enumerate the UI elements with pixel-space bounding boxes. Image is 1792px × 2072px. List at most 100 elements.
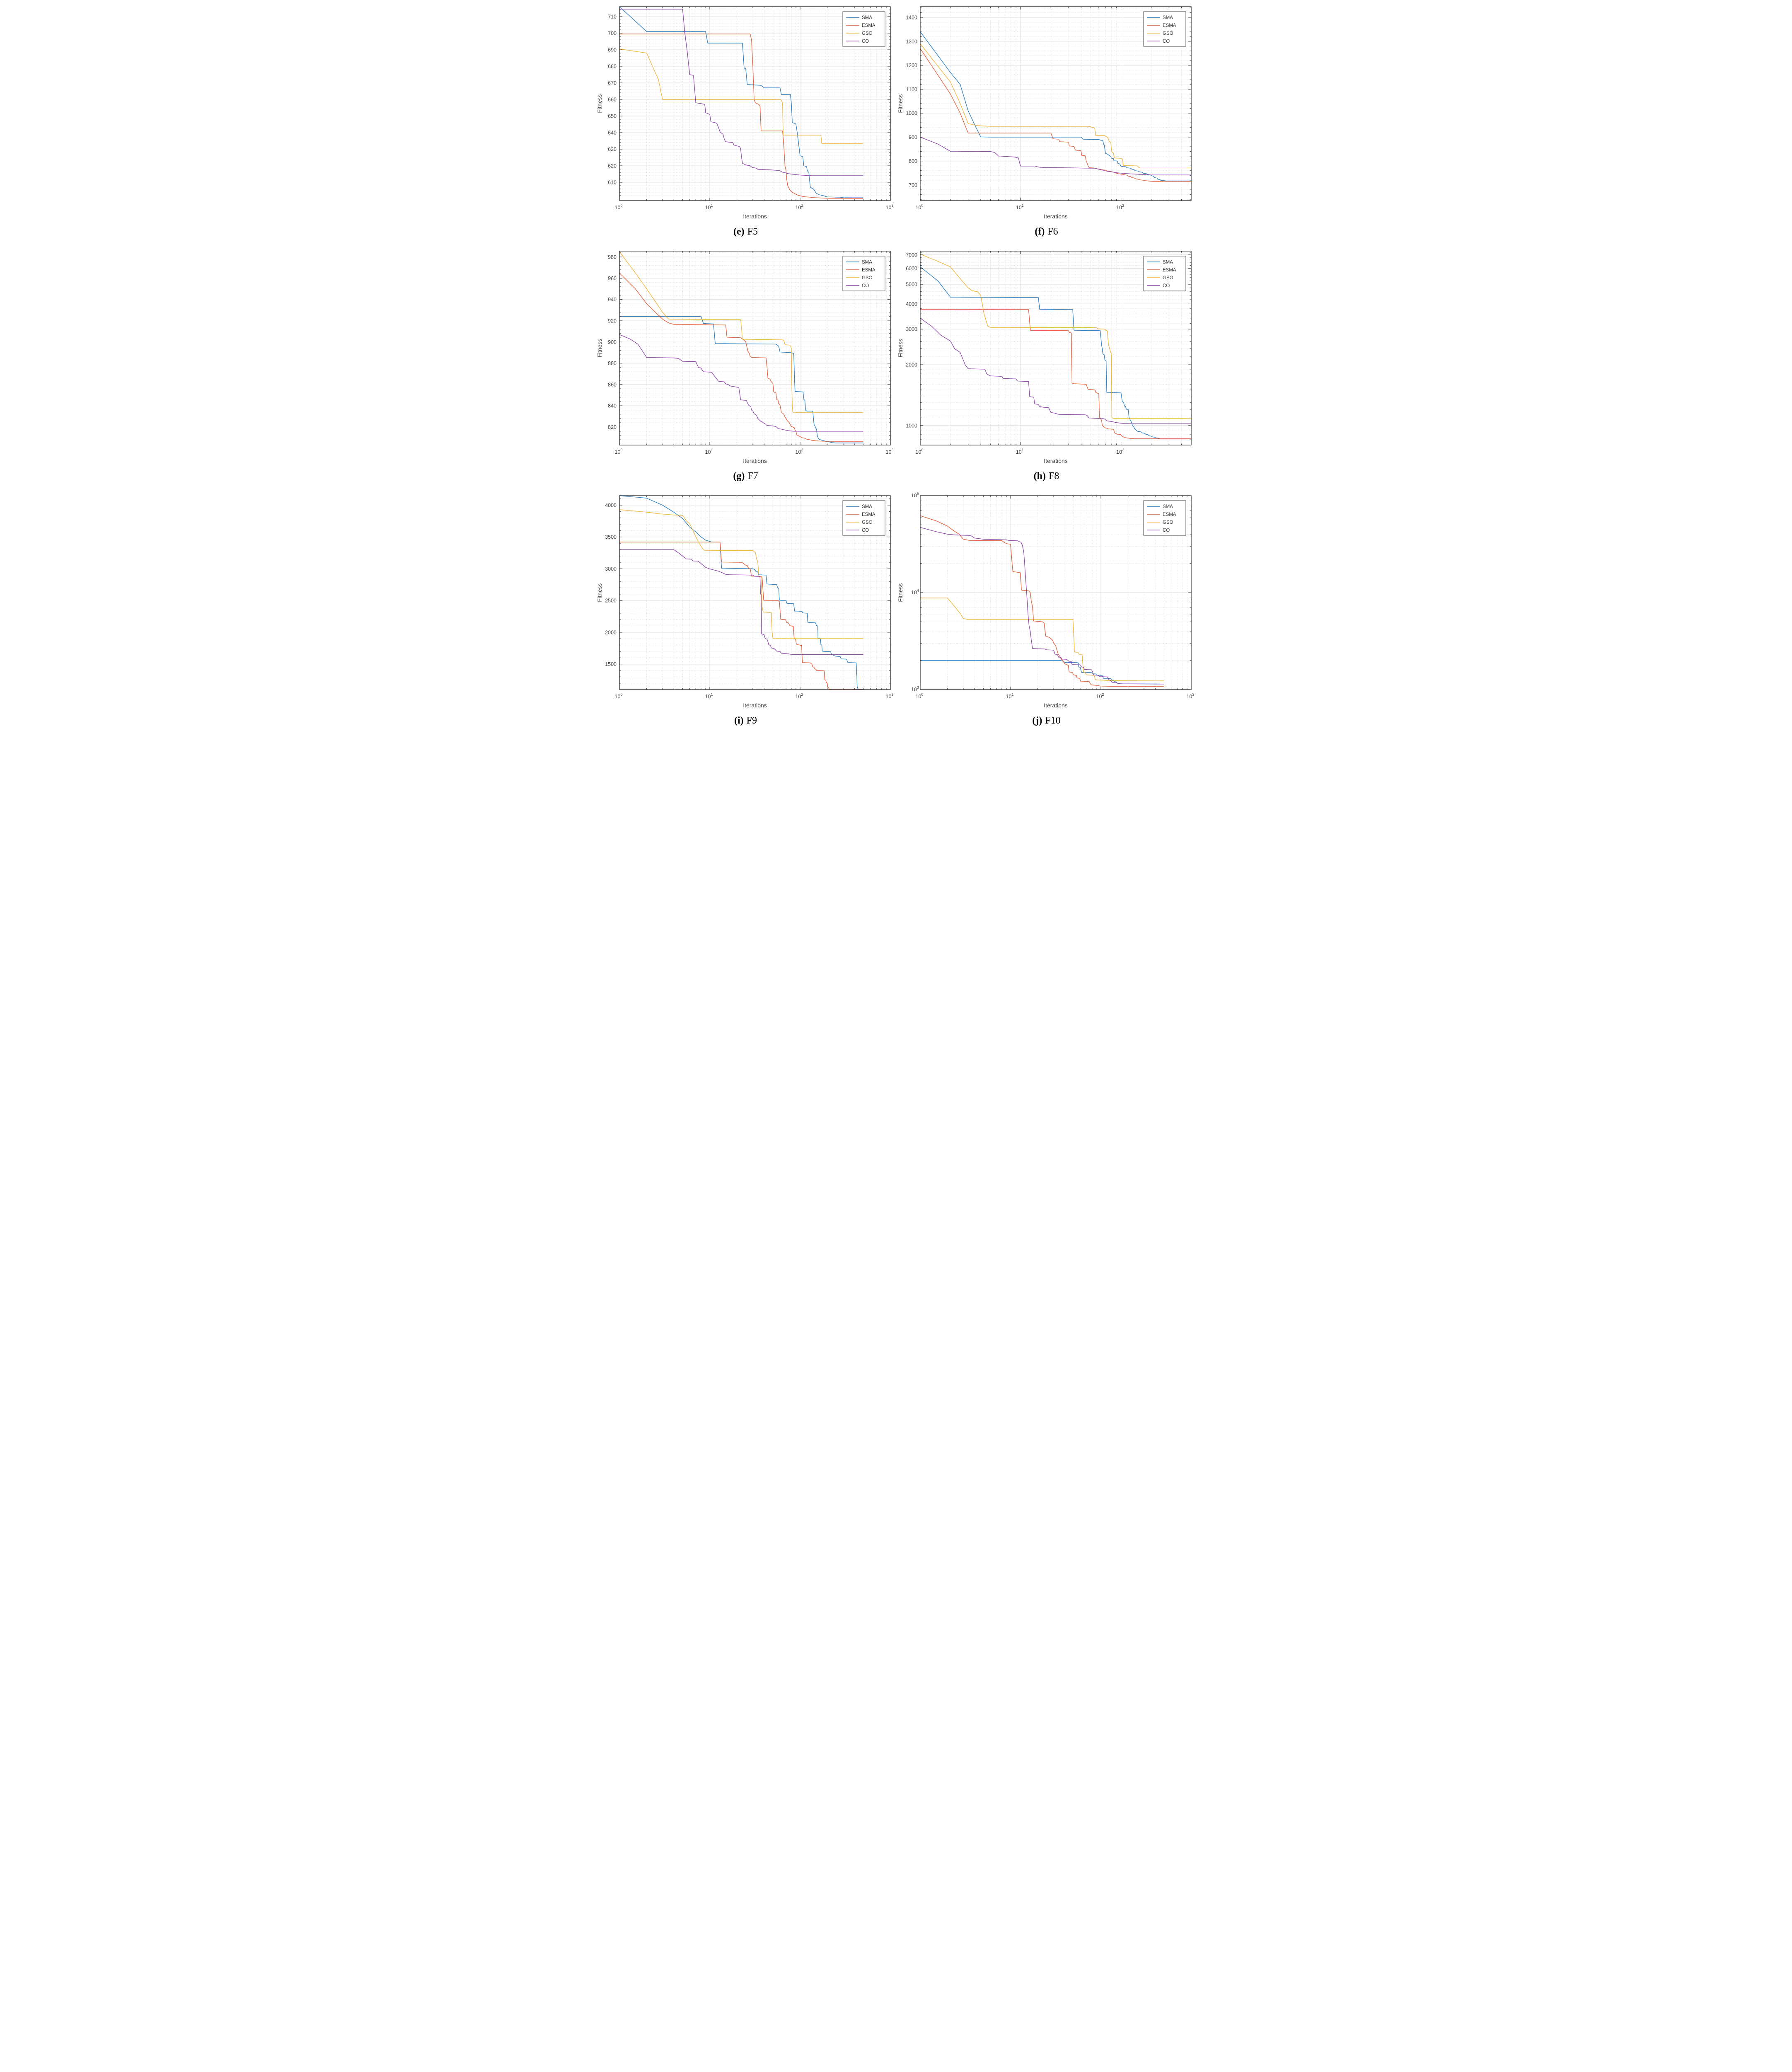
y-tick-label: 1300 xyxy=(906,39,917,44)
series-line-gso xyxy=(919,44,1191,169)
x-axis-label: Iterations xyxy=(743,457,767,464)
legend-label-co: CO xyxy=(862,39,869,44)
legend-label-esma: ESMA xyxy=(1163,512,1176,517)
x-tick-label: 102 xyxy=(795,203,803,211)
chart-canvas-f10: 100 101 102 103 103 104 105 Iterations Fitness SM… xyxy=(897,491,1194,709)
y-tick-label: 1100 xyxy=(906,87,917,92)
chart-canvas-f8: 100 101 102 1000 2000 3000 4000 5000 6000 7000 Ite… xyxy=(897,251,1192,464)
legend: SMA ESMA GSO CO xyxy=(842,11,885,47)
x-tick-label: 100 xyxy=(915,203,923,211)
y-tick-label: 900 xyxy=(909,134,917,140)
chart-canvas-f6: 100 101 102 700 800 900 1000 1100 1200 1300 1400 It… xyxy=(897,6,1192,220)
series-line-co xyxy=(619,549,863,655)
chart-figure-f8: 100 101 102 1000 2000 3000 4000 5000 6000 7000 Ite… xyxy=(896,247,1197,491)
series-line-esma xyxy=(920,309,1191,439)
y-tick-label: 700 xyxy=(909,182,917,188)
caption-letter: (i) xyxy=(734,715,744,726)
tick-marks xyxy=(920,495,1191,690)
legend-label-gso: GSO xyxy=(862,520,873,525)
series-line-sma xyxy=(920,266,1191,439)
y-tick-label: 920 xyxy=(608,318,617,324)
y-tick-label: 900 xyxy=(608,339,617,345)
caption-label: F10 xyxy=(1045,715,1061,726)
chart-caption: (j) F10 xyxy=(896,715,1197,729)
legend-label-sma: SMA xyxy=(862,504,872,509)
x-tick-label: 101 xyxy=(1016,203,1023,211)
y-tick-label: 610 xyxy=(608,180,617,186)
x-tick-label: 101 xyxy=(705,692,713,700)
legend-label-gso: GSO xyxy=(862,31,873,36)
tick-labels: 100 101 102 103 610 620 630 640 650 660 670 680 690 7… xyxy=(608,14,893,211)
x-tick-label: 100 xyxy=(614,448,622,455)
legend-label-co: CO xyxy=(862,528,869,533)
y-tick-label: 6000 xyxy=(906,266,917,271)
series-line-gso xyxy=(619,251,863,413)
y-tick-label: 3500 xyxy=(605,534,617,540)
series-line-gso xyxy=(920,254,1191,419)
y-tick-label: 620 xyxy=(608,163,617,169)
chart-caption: (e) F5 xyxy=(595,226,896,240)
series-line-co xyxy=(920,527,1164,685)
legend-label-esma: ESMA xyxy=(862,512,875,517)
legend: SMA ESMA GSO CO xyxy=(842,500,885,536)
y-axis-label: Fitness xyxy=(897,94,904,113)
y-tick-label: 5000 xyxy=(906,282,917,288)
chart-canvas-f5: 100 101 102 103 610 620 630 640 650 660 670 680 690 7… xyxy=(596,6,893,220)
series-line-sma xyxy=(619,316,863,443)
legend-label-co: CO xyxy=(1163,283,1170,288)
y-tick-label: 670 xyxy=(608,80,617,86)
x-tick-label: 100 xyxy=(614,203,622,211)
y-axis-label: Fitness xyxy=(897,339,904,357)
charts-grid: 100 101 102 103 610 620 630 640 650 660 670 680 690 7… xyxy=(595,2,1197,736)
x-tick-label: 100 xyxy=(614,692,622,700)
y-tick-label: 980 xyxy=(608,254,617,260)
legend-label-sma: SMA xyxy=(862,260,872,265)
figure-page: 100 101 102 103 610 620 630 640 650 660 670 680 690 7… xyxy=(595,0,1197,743)
series-lines xyxy=(920,254,1191,439)
minor-gridlines xyxy=(619,496,890,690)
y-tick-label: 800 xyxy=(909,158,917,164)
tick-marks xyxy=(619,496,890,690)
x-tick-label: 100 xyxy=(915,692,923,700)
legend: SMA ESMA GSO CO xyxy=(1143,11,1186,47)
caption-letter: (g) xyxy=(733,471,745,482)
axes-box xyxy=(919,251,1192,445)
y-tick-label: 2000 xyxy=(906,362,917,368)
x-tick-label: 101 xyxy=(705,203,713,211)
minor-gridlines xyxy=(920,7,1191,201)
chart-figure-f6: 100 101 102 700 800 900 1000 1100 1200 1300 1400 It… xyxy=(896,2,1197,247)
legend-label-gso: GSO xyxy=(1163,31,1173,36)
legend-label-esma: ESMA xyxy=(862,23,875,28)
axes-box xyxy=(619,6,891,201)
x-tick-label: 102 xyxy=(795,692,803,700)
y-tick-label: 1000 xyxy=(906,423,917,428)
series-line-gso xyxy=(619,509,863,639)
caption-letter: (e) xyxy=(733,226,745,237)
tick-marks xyxy=(619,251,890,445)
x-tick-label: 102 xyxy=(795,448,803,455)
legend-label-esma: ESMA xyxy=(862,268,875,273)
x-axis-label: Iterations xyxy=(1044,213,1068,220)
y-tick-label: 840 xyxy=(608,403,617,409)
chart-caption: (f) F6 xyxy=(896,226,1197,240)
y-tick-label: 640 xyxy=(608,130,617,136)
y-tick-label: 1000 xyxy=(906,111,917,116)
chart-figure-f7: 100 101 102 103 820 840 860 880 900 920 940 960 980 I… xyxy=(595,247,896,491)
caption-label: F8 xyxy=(1048,471,1059,482)
axes-box xyxy=(619,251,891,445)
x-axis-label: Iterations xyxy=(1044,457,1068,464)
series-line-esma xyxy=(619,273,863,442)
series-line-gso xyxy=(619,48,863,144)
x-tick-label: 102 xyxy=(1116,448,1124,455)
series-line-co xyxy=(619,9,863,176)
series-line-co xyxy=(619,334,863,432)
y-tick-label: 940 xyxy=(608,297,617,303)
y-tick-label: 650 xyxy=(608,114,617,119)
minor-gridlines xyxy=(619,251,890,445)
y-tick-label: 680 xyxy=(608,64,617,70)
x-tick-label: 101 xyxy=(705,448,713,455)
caption-label: F9 xyxy=(746,715,757,726)
y-tick-label: 104 xyxy=(911,588,919,595)
x-axis-label: Iterations xyxy=(1044,702,1068,709)
y-tick-label: 103 xyxy=(911,685,919,692)
